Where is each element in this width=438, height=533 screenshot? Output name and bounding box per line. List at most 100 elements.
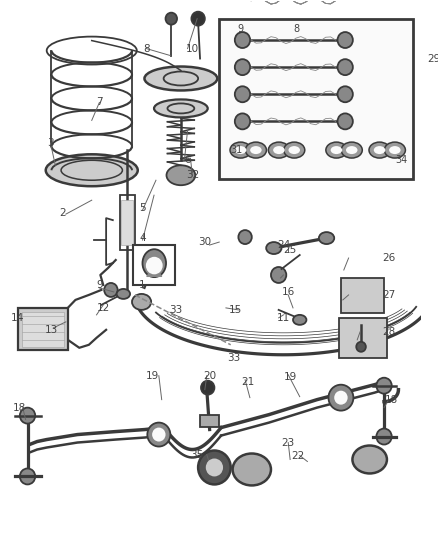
Bar	[200, 415, 219, 426]
Text: 18: 18	[384, 394, 397, 405]
Ellipse shape	[272, 146, 284, 154]
Text: 31: 31	[230, 145, 242, 155]
Text: 5: 5	[139, 203, 145, 213]
Text: 27: 27	[381, 290, 395, 300]
Text: 14: 14	[11, 313, 24, 323]
Ellipse shape	[337, 32, 352, 48]
Ellipse shape	[333, 391, 347, 405]
Text: 11: 11	[276, 313, 290, 323]
Ellipse shape	[388, 146, 400, 154]
Ellipse shape	[328, 385, 353, 410]
Text: 8: 8	[293, 24, 299, 34]
Ellipse shape	[234, 146, 246, 154]
Ellipse shape	[205, 458, 223, 477]
Text: 33: 33	[169, 305, 182, 315]
Text: 30: 30	[198, 237, 211, 247]
Ellipse shape	[283, 142, 304, 158]
Ellipse shape	[234, 114, 250, 130]
Text: 3: 3	[47, 139, 54, 148]
Ellipse shape	[144, 67, 217, 91]
Text: 19: 19	[283, 372, 296, 382]
Ellipse shape	[234, 86, 250, 102]
Text: 18: 18	[13, 402, 26, 413]
Text: 4: 4	[139, 233, 145, 243]
Text: 21: 21	[241, 377, 254, 387]
Ellipse shape	[368, 142, 389, 158]
Ellipse shape	[345, 146, 357, 154]
Text: 15: 15	[228, 305, 242, 315]
Ellipse shape	[20, 408, 35, 424]
Ellipse shape	[337, 59, 352, 75]
Ellipse shape	[337, 114, 352, 130]
Ellipse shape	[46, 154, 138, 186]
Polygon shape	[146, 268, 162, 276]
Text: 13: 13	[45, 325, 58, 335]
Ellipse shape	[238, 230, 251, 244]
Ellipse shape	[234, 59, 250, 75]
Text: 8: 8	[143, 44, 149, 54]
Text: 22: 22	[290, 450, 304, 461]
Text: 9: 9	[96, 280, 102, 290]
Ellipse shape	[142, 249, 166, 277]
Ellipse shape	[270, 267, 286, 283]
Text: 10: 10	[185, 44, 198, 54]
Text: 33: 33	[226, 353, 240, 363]
Text: 1: 1	[139, 280, 145, 290]
Ellipse shape	[352, 446, 386, 473]
Ellipse shape	[234, 32, 250, 48]
Ellipse shape	[265, 242, 281, 254]
Ellipse shape	[198, 450, 230, 484]
Text: 19: 19	[145, 371, 159, 381]
Text: 29: 29	[427, 54, 438, 64]
Text: 35: 35	[190, 449, 203, 459]
Ellipse shape	[288, 146, 299, 154]
Ellipse shape	[318, 232, 333, 244]
Ellipse shape	[292, 315, 306, 325]
Text: 6: 6	[184, 155, 191, 165]
Text: 20: 20	[203, 371, 215, 381]
Ellipse shape	[375, 429, 391, 445]
Ellipse shape	[356, 342, 365, 352]
Ellipse shape	[147, 423, 170, 447]
Bar	[18, 308, 67, 350]
Ellipse shape	[165, 13, 177, 25]
Ellipse shape	[191, 12, 205, 26]
Bar	[338, 318, 386, 358]
Bar	[133, 245, 175, 285]
Ellipse shape	[230, 142, 251, 158]
Ellipse shape	[145, 257, 162, 274]
Ellipse shape	[232, 454, 270, 486]
Ellipse shape	[201, 381, 214, 394]
Text: 16: 16	[281, 287, 294, 297]
Ellipse shape	[383, 142, 404, 158]
Text: 24: 24	[276, 240, 290, 250]
Ellipse shape	[325, 142, 346, 158]
Ellipse shape	[250, 146, 261, 154]
Text: 7: 7	[96, 98, 102, 108]
Text: 9: 9	[237, 25, 243, 34]
Bar	[219, 19, 412, 179]
Text: 28: 28	[381, 327, 395, 337]
Bar	[121, 200, 133, 245]
Ellipse shape	[330, 146, 341, 154]
Ellipse shape	[132, 294, 151, 310]
Text: 23: 23	[281, 438, 294, 448]
Text: 26: 26	[381, 253, 395, 263]
Ellipse shape	[245, 142, 266, 158]
Text: 32: 32	[185, 170, 198, 180]
Ellipse shape	[20, 469, 35, 484]
Text: 25: 25	[283, 245, 296, 255]
Ellipse shape	[166, 165, 195, 185]
Text: 12: 12	[96, 303, 110, 313]
Ellipse shape	[337, 86, 352, 102]
Text: 34: 34	[395, 155, 407, 165]
Ellipse shape	[373, 146, 385, 154]
Ellipse shape	[375, 378, 391, 394]
Ellipse shape	[117, 289, 130, 299]
Bar	[340, 278, 383, 313]
Ellipse shape	[104, 283, 117, 297]
Ellipse shape	[152, 427, 165, 441]
Bar	[22, 312, 64, 347]
Text: 2: 2	[60, 208, 66, 218]
Bar	[119, 195, 134, 250]
